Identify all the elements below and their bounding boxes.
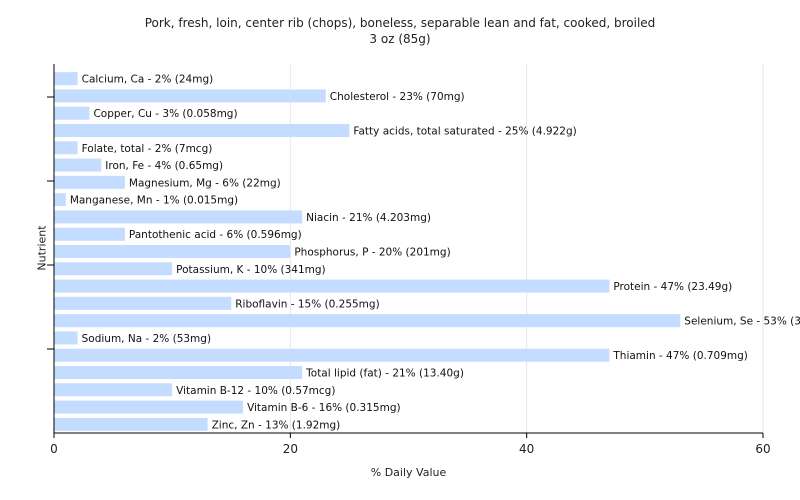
bar-label: Niacin - 21% (4.203mg) <box>306 212 431 224</box>
bar <box>54 245 291 258</box>
bar-label: Total lipid (fat) - 21% (13.40g) <box>305 368 464 380</box>
bar <box>54 175 125 189</box>
x-tick-label: 0 <box>50 442 58 456</box>
bar <box>54 89 326 103</box>
bar <box>54 124 350 137</box>
chart-subtitle: 3 oz (85g) <box>369 32 431 46</box>
bar <box>54 210 303 224</box>
bar-label: Phosphorus, P - 20% (201mg) <box>294 247 450 259</box>
bar-label: Vitamin B-12 - 10% (0.57mcg) <box>176 385 335 397</box>
bar <box>54 417 208 431</box>
x-tick-label: 60 <box>755 442 770 456</box>
bar <box>54 262 173 276</box>
bar-label: Magnesium, Mg - 6% (22mg) <box>129 177 281 189</box>
bar-label: Sodium, Na - 2% (53mg) <box>82 333 211 345</box>
bar-label: Thiamin - 47% (0.709mg) <box>612 350 748 362</box>
bar-label: Riboflavin - 15% (0.255mg) <box>235 298 379 310</box>
bar <box>54 227 125 241</box>
bar-label: Iron, Fe - 4% (0.65mg) <box>105 160 223 172</box>
bar <box>54 72 78 86</box>
bar <box>54 400 244 414</box>
bar <box>54 141 78 155</box>
bar <box>54 279 610 293</box>
bar-label: Potassium, K - 10% (341mg) <box>176 264 326 276</box>
bar <box>54 106 90 120</box>
x-tick-label: 20 <box>283 442 298 456</box>
bar <box>54 193 66 207</box>
bar-label: Folate, total - 2% (7mcg) <box>82 143 213 155</box>
bar-label: Manganese, Mn - 1% (0.015mg) <box>70 195 238 207</box>
bar-label: Pantothenic acid - 6% (0.596mg) <box>129 229 302 241</box>
x-axis-title: % Daily Value <box>370 466 447 479</box>
bar <box>54 348 610 362</box>
bar-label: Protein - 47% (23.49g) <box>613 281 732 293</box>
bar-label: Copper, Cu - 3% (0.058mg) <box>93 108 237 120</box>
bar-label: Fatty acids, total saturated - 25% (4.92… <box>353 126 576 138</box>
bar <box>54 331 78 345</box>
bar <box>54 383 173 397</box>
bar-label: Selenium, Se - 53% (37.4mcg) <box>684 316 800 328</box>
bar <box>54 314 681 328</box>
chart-title: Pork, fresh, loin, center rib (chops), b… <box>144 16 656 30</box>
x-tick-label: 40 <box>519 442 534 456</box>
bar <box>54 296 232 310</box>
bar <box>54 158 102 172</box>
bar-label: Calcium, Ca - 2% (24mg) <box>82 74 214 86</box>
bar-label: Zinc, Zn - 13% (1.92mg) <box>212 419 341 431</box>
bar-label: Cholesterol - 23% (70mg) <box>330 91 465 103</box>
bar <box>54 366 303 379</box>
bar-label: Vitamin B-6 - 16% (0.315mg) <box>247 402 401 414</box>
y-axis-title: Nutrient <box>35 225 49 271</box>
